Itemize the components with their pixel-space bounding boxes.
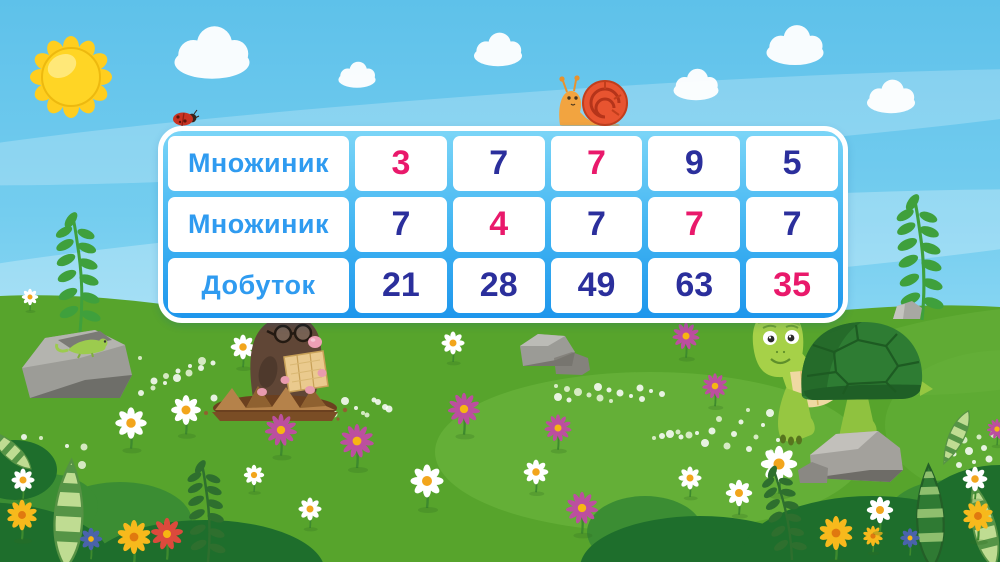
product-cell[interactable]: 35 — [746, 258, 838, 313]
factor-cell[interactable]: 3 — [355, 136, 447, 191]
factor-cell[interactable]: 5 — [746, 136, 838, 191]
sun-icon — [30, 36, 112, 118]
mole — [204, 315, 348, 421]
factor-cell[interactable]: 7 — [550, 197, 643, 252]
product-cell[interactable]: 49 — [550, 258, 643, 313]
cloud-icon — [474, 32, 522, 67]
product-cell[interactable]: 28 — [452, 258, 545, 313]
factor-cell[interactable]: 7 — [648, 197, 741, 252]
cloud-icon — [338, 61, 376, 88]
product-cell[interactable]: 63 — [648, 258, 741, 313]
cloud-icon — [766, 25, 824, 66]
fern-plant — [893, 190, 947, 322]
rock-bottom-right — [798, 431, 903, 483]
mole-nose — [308, 336, 322, 348]
product-cell[interactable]: 21 — [355, 258, 447, 313]
factor-cell[interactable]: 7 — [355, 197, 447, 252]
factor-cell[interactable]: 7 — [746, 197, 838, 252]
rock-pair — [520, 334, 590, 375]
factor-cell[interactable]: 9 — [648, 136, 741, 191]
row-label: Множиник — [168, 197, 349, 252]
cloud-icon — [867, 79, 915, 114]
rock-with-lizard — [22, 330, 132, 398]
row-label: Добуток — [168, 258, 349, 313]
multiplication-table: Множиник 3 7 7 9 5 Множиник 7 4 7 7 7 До… — [158, 126, 848, 323]
turtle — [752, 308, 933, 446]
small-rock — [893, 301, 922, 319]
snail — [559, 75, 628, 128]
lizard — [55, 338, 108, 359]
ladybug — [173, 109, 200, 127]
cloud-icon — [174, 26, 250, 79]
cloud-icon — [673, 68, 719, 101]
factor-cell[interactable]: 7 — [550, 136, 643, 191]
factor-cell[interactable]: 4 — [452, 197, 545, 252]
factor-cell[interactable]: 7 — [452, 136, 545, 191]
row-label: Множиник — [168, 136, 349, 191]
clouds — [174, 25, 915, 114]
glasses — [266, 323, 313, 344]
light-grass-patch — [435, 372, 865, 532]
